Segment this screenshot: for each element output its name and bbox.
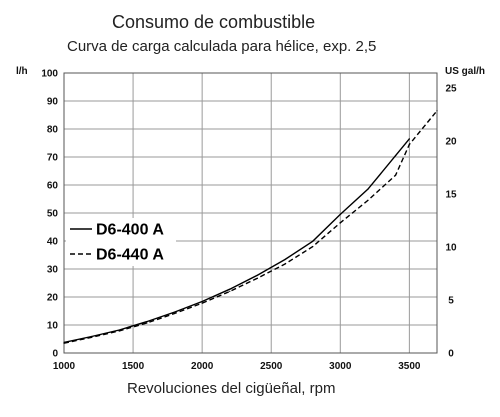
y-right-tick-label: 15 xyxy=(445,190,457,201)
x-tick-label: 3000 xyxy=(329,361,352,372)
series-2-point xyxy=(91,336,93,338)
series-2-point xyxy=(173,312,176,315)
plot-frame xyxy=(63,72,438,354)
y-left-tick-label: 0 xyxy=(52,349,58,360)
series-1-point xyxy=(173,311,176,313)
series-2-point xyxy=(146,322,148,324)
y-left-tick-label: 80 xyxy=(47,125,59,136)
series-1-point xyxy=(146,321,148,323)
y-left-tick-label: 20 xyxy=(47,293,59,304)
chart-title: Consumo de combustible xyxy=(112,12,315,32)
series-1-point xyxy=(201,300,203,303)
x-tick-label: 1500 xyxy=(122,361,145,372)
series-2-point xyxy=(229,290,231,292)
series-lines xyxy=(63,110,438,344)
series-2-point xyxy=(422,127,424,129)
legend-label-2: D6-440 A xyxy=(96,247,164,264)
series-2-point xyxy=(436,110,438,112)
y-right-tick-label: 10 xyxy=(445,243,457,254)
y-left-tick-label: 100 xyxy=(41,69,58,80)
y-axis-right-unit: US gal/h xyxy=(445,66,485,77)
y-left-tick-label: 10 xyxy=(47,321,59,332)
series-1-point xyxy=(367,188,369,190)
series-2-point xyxy=(367,199,369,201)
series-1-point xyxy=(229,288,231,290)
y-right-tick-label: 20 xyxy=(445,137,457,148)
series-line-1 xyxy=(63,138,410,344)
series-1-point xyxy=(394,155,397,157)
grid xyxy=(63,72,438,354)
x-tick-label: 3500 xyxy=(398,361,421,372)
x-tick-label: 1000 xyxy=(53,361,76,372)
legend-label-1: D6-400 A xyxy=(96,222,164,239)
legend: D6-400 A D6-440 A xyxy=(66,218,176,266)
series-1-point xyxy=(339,213,341,215)
series-line-2 xyxy=(63,110,438,344)
series-2-point xyxy=(63,342,65,344)
series-2-point xyxy=(339,222,341,224)
series-2-point xyxy=(408,143,410,145)
series-1-point xyxy=(408,138,410,140)
x-tick-label: 2000 xyxy=(191,361,214,372)
x-tick-label: 2500 xyxy=(260,361,283,372)
x-axis-label: Revoluciones del cigüeñal, rpm xyxy=(127,380,335,397)
y-left-tick-label: 70 xyxy=(47,153,59,164)
chart-subtitle: Curva de carga calculada para hélice, ex… xyxy=(67,38,376,55)
y-right-tick-label: 0 xyxy=(448,349,454,360)
series-1-point xyxy=(284,258,286,261)
series-2-point xyxy=(201,302,203,304)
y-right-tick-label: 5 xyxy=(448,296,454,307)
y-left-tick-label: 30 xyxy=(47,265,59,276)
y-axis-left-unit: l/h xyxy=(16,66,28,77)
series-2-point xyxy=(284,263,286,265)
y-left-tick-label: 50 xyxy=(47,209,59,220)
series-1-point xyxy=(256,274,259,276)
y-left-tick-label: 40 xyxy=(47,237,59,248)
legend-background xyxy=(66,218,176,266)
series-1-point xyxy=(312,240,314,242)
series-2-point xyxy=(118,330,120,332)
y-left-tick-label: 60 xyxy=(47,181,59,192)
y-right-tick-label: 25 xyxy=(445,84,457,95)
series-2-point xyxy=(312,246,314,248)
y-left-tick-label: 90 xyxy=(47,97,59,108)
series-2-point xyxy=(394,174,397,176)
series-2-point xyxy=(256,277,259,279)
